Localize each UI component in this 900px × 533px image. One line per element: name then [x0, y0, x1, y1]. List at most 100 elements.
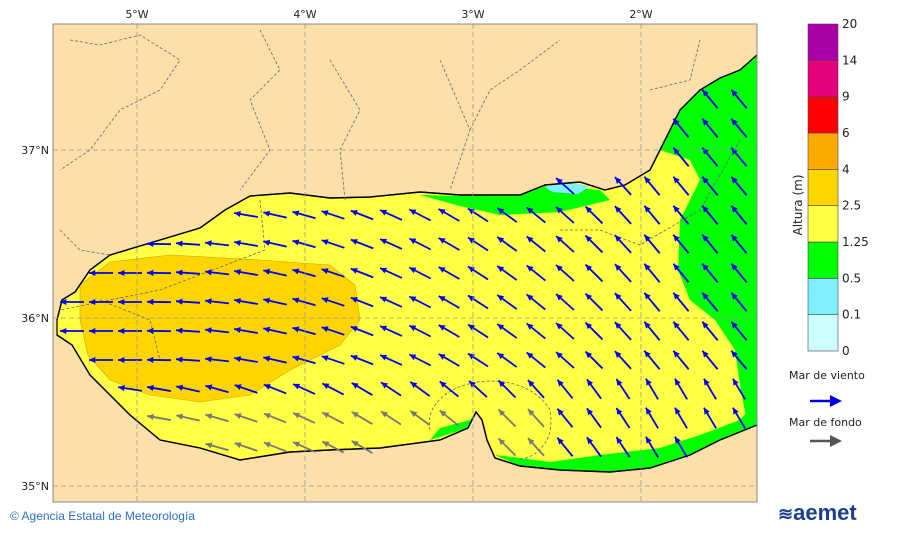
wave-direction-arrow: [701, 205, 719, 225]
wave-direction-arrow: [438, 208, 460, 222]
wave-direction-arrow: [496, 323, 518, 339]
wave-direction-arrow: [730, 176, 748, 196]
wave-direction-arrow: [118, 385, 142, 392]
wave-direction-arrow: [205, 442, 229, 452]
colorbar-bin: [807, 205, 839, 243]
wave-direction-arrow: [732, 407, 746, 429]
wave-direction-arrow: [586, 407, 602, 429]
wave-direction-arrow: [527, 437, 545, 457]
wave-direction-arrow: [292, 297, 316, 307]
wave-direction-arrow: [379, 209, 403, 221]
wave-direction-arrow: [408, 237, 432, 251]
wave-direction-arrow: [175, 327, 201, 334]
colorbar-bin: [807, 23, 839, 61]
wave-direction-arrow: [263, 326, 287, 335]
wave-direction-arrow: [175, 298, 201, 305]
wave-direction-arrow: [614, 205, 632, 225]
green-zone-north: [420, 186, 610, 215]
wave-direction-arrow: [321, 239, 345, 249]
wave-direction-arrow: [643, 263, 661, 283]
wave-direction-arrow: [645, 436, 659, 458]
wave-direction-arrow: [263, 297, 287, 306]
wave-direction-arrow: [701, 234, 719, 254]
wave-direction-arrow: [380, 410, 402, 426]
wave-direction-arrow: [321, 440, 345, 454]
wave-direction-arrow: [321, 411, 345, 425]
colorbar-bin: [807, 132, 839, 170]
colorbar-bin: [807, 314, 839, 352]
wave-direction-arrow: [672, 234, 690, 254]
wave-direction-arrow: [701, 263, 719, 283]
wave-direction-arrow: [89, 298, 113, 306]
wave-direction-arrow: [409, 410, 431, 426]
wave-direction-arrow: [292, 441, 316, 453]
wave-direction-arrow: [292, 412, 316, 424]
wave-direction-arrow: [497, 437, 517, 457]
wave-direction-arrow: [526, 293, 546, 311]
wave-direction-arrow: [176, 413, 200, 422]
wave-direction-arrow: [643, 350, 661, 370]
wave-direction-arrow: [555, 235, 575, 253]
colorbar-tick: 0.5: [842, 271, 861, 285]
wave-direction-arrow: [379, 354, 403, 366]
wave-direction-arrow: [147, 414, 171, 421]
wave-direction-arrow: [292, 239, 316, 249]
wave-direction-arrow: [89, 356, 113, 364]
wave-direction-arrow: [614, 321, 632, 341]
wave-direction-arrow: [672, 350, 690, 370]
colorbar-tick: 1.25: [842, 235, 869, 249]
wave-direction-arrow: [555, 293, 575, 311]
wave-direction-arrow: [730, 118, 748, 138]
wave-direction-arrow: [584, 263, 604, 283]
wave-direction-arrow: [292, 326, 316, 336]
wave-direction-arrow: [176, 384, 200, 393]
wave-direction-arrow: [527, 408, 545, 428]
wave-direction-arrow: [118, 356, 142, 364]
wave-direction-arrow: [615, 436, 631, 458]
wave-direction-arrow: [118, 327, 142, 335]
wave-direction-arrow: [175, 356, 201, 363]
wave-direction-arrow: [672, 118, 690, 138]
wind-sea-legend-arrowhead: [830, 395, 842, 407]
wave-direction-arrow: [555, 177, 575, 195]
wave-direction-arrow: [584, 205, 604, 225]
wave-direction-arrow: [263, 441, 287, 453]
wave-direction-arrow: [701, 350, 719, 370]
wave-direction-arrow: [321, 268, 345, 278]
wave-direction-arrow: [497, 379, 517, 399]
wave-direction-arrow: [321, 382, 345, 396]
colorbar-tick: 2.5: [842, 199, 861, 213]
wave-direction-arrow: [146, 269, 172, 276]
wave-direction-arrow: [526, 235, 546, 253]
wave-direction-arrow: [234, 327, 258, 334]
wave-direction-arrow: [350, 325, 374, 337]
wave-direction-arrow: [614, 292, 632, 312]
colorbar-bin: [807, 96, 839, 134]
wave-direction-arrow: [467, 323, 489, 339]
wave-direction-arrow: [234, 356, 258, 363]
wave-direction-arrow: [408, 324, 432, 338]
wave-direction-arrow: [730, 350, 748, 370]
wave-direction-arrow: [672, 263, 690, 283]
wave-direction-arrow: [175, 240, 201, 247]
wave-direction-arrow: [408, 266, 432, 280]
wave-direction-arrow: [408, 208, 432, 222]
wave-direction-arrow: [263, 268, 287, 277]
wave-direction-arrow: [379, 267, 403, 279]
wave-direction-arrow: [730, 89, 748, 109]
wave-direction-arrow: [730, 321, 748, 341]
wave-direction-arrow: [496, 265, 518, 281]
graticule: [53, 24, 757, 502]
wave-direction-arrow: [468, 380, 488, 398]
wave-direction-arrow: [584, 292, 604, 312]
wave-direction-arrow: [438, 266, 460, 280]
wave-direction-arrow: [205, 384, 229, 394]
wave-direction-arrow: [350, 296, 374, 308]
wave-direction-arrow: [643, 234, 661, 254]
wave-direction-arrow: [586, 378, 602, 400]
wave-direction-arrow: [350, 354, 374, 366]
wave-direction-arrow: [645, 407, 659, 429]
wave-direction-arrow: [555, 322, 575, 340]
colorbar-tick: 9: [842, 90, 850, 104]
wave-direction-arrow: [409, 381, 431, 397]
